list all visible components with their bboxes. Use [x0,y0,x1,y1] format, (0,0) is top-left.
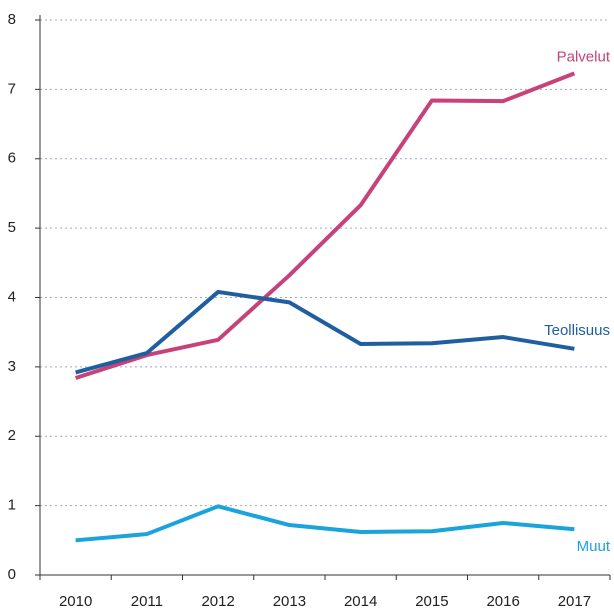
series-label: Teollisuus [544,322,610,339]
y-tick-label: 6 [8,150,16,167]
line [75,504,575,543]
line [75,289,575,375]
y-tick-label: 2 [8,427,16,444]
y-tick-label: 1 [8,497,16,514]
x-tick-label: 2017 [558,593,591,610]
y-tick-label: 8 [8,11,16,28]
x-tick-label: 2012 [201,593,234,610]
series-label: Muut [577,538,611,555]
x-tick-label: 2011 [131,593,163,610]
x-tick-label: 2014 [344,593,377,610]
x-tick-label: 2013 [273,593,306,610]
x-tick-label: 2016 [486,593,519,610]
line [75,71,576,380]
y-tick-label: 4 [8,288,16,305]
x-tick-label: 2010 [59,593,92,610]
y-tick-label: 0 [8,566,16,583]
y-tick-label: 7 [8,80,16,97]
y-tick-label: 5 [8,219,16,236]
series-label: Palvelut [557,48,611,65]
x-tick-label: 2015 [415,593,448,610]
y-tick-label: 3 [8,358,16,375]
